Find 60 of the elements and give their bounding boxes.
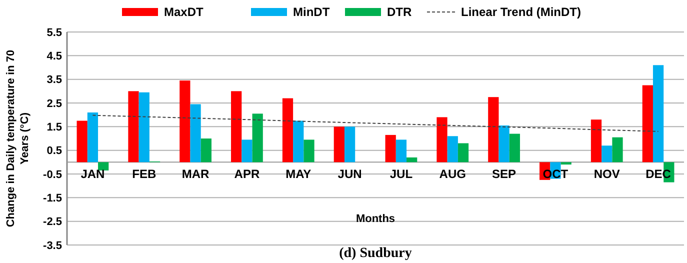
bar (138, 92, 150, 162)
bar (190, 104, 201, 162)
legend-label: DTR (387, 5, 412, 20)
bar (98, 162, 109, 170)
bar (488, 97, 499, 162)
bar (560, 162, 572, 165)
y-axis-title: Change in Daily temperature in 70 Years (°C) (5, 50, 31, 228)
bar (385, 134, 396, 162)
y-tick-label: -2.5 (43, 216, 62, 228)
x-tick-label: AUG (439, 167, 466, 182)
bar (406, 157, 418, 162)
x-tick-label: MAY (286, 167, 312, 182)
x-tick-label: OCT (542, 167, 569, 182)
x-axis-title: Months (356, 213, 396, 225)
x-tick-label: MAR (182, 167, 210, 182)
y-tick-label: 4.5 (46, 50, 62, 63)
bar (293, 120, 304, 162)
y-tick-label: -0.5 (43, 168, 62, 181)
bar (252, 114, 263, 162)
y-tick-label: 2.5 (46, 98, 62, 110)
bar (602, 146, 612, 162)
bar (231, 91, 242, 162)
bar (242, 140, 252, 162)
text: (d) Sudbury (339, 246, 412, 261)
bar (498, 125, 510, 162)
y-tick-label: 3.5 (46, 74, 62, 86)
x-tick-label: APR (234, 167, 260, 182)
bar (304, 140, 314, 162)
y-tick-label: 1.5 (46, 122, 62, 134)
y-tick-label: 5.5 (46, 26, 62, 39)
bar (436, 117, 448, 162)
bar (652, 65, 664, 162)
bar (458, 143, 469, 162)
line-series (92, 114, 659, 132)
bar (334, 126, 344, 162)
y-tick-label: -1.5 (43, 192, 62, 205)
x-tick-label: NOV (594, 167, 620, 182)
bar (612, 137, 623, 162)
y-tick-label: -3.5 (43, 240, 62, 252)
legend-label: MaxDT (164, 5, 204, 20)
bar (344, 126, 356, 162)
bar (200, 138, 212, 162)
bar (396, 140, 407, 162)
x-tick-label: JUN (338, 167, 362, 182)
x-tick-label: JUL (390, 167, 413, 182)
bar (180, 80, 190, 162)
bar (76, 120, 88, 162)
x-tick-label: JAN (80, 167, 105, 182)
bar (590, 120, 602, 162)
bar (642, 85, 653, 162)
bar (447, 136, 458, 162)
bar (87, 112, 98, 162)
bar (128, 91, 139, 162)
bar (282, 98, 294, 162)
y-tick-label: 0.5 (46, 145, 62, 158)
x-tick-label: SEP (492, 167, 516, 182)
x-tick-label: FEB (132, 167, 156, 182)
legend-label: Linear Trend (MinDT) (461, 5, 582, 20)
bar (509, 134, 520, 162)
legend-label: MinDT (293, 5, 330, 20)
